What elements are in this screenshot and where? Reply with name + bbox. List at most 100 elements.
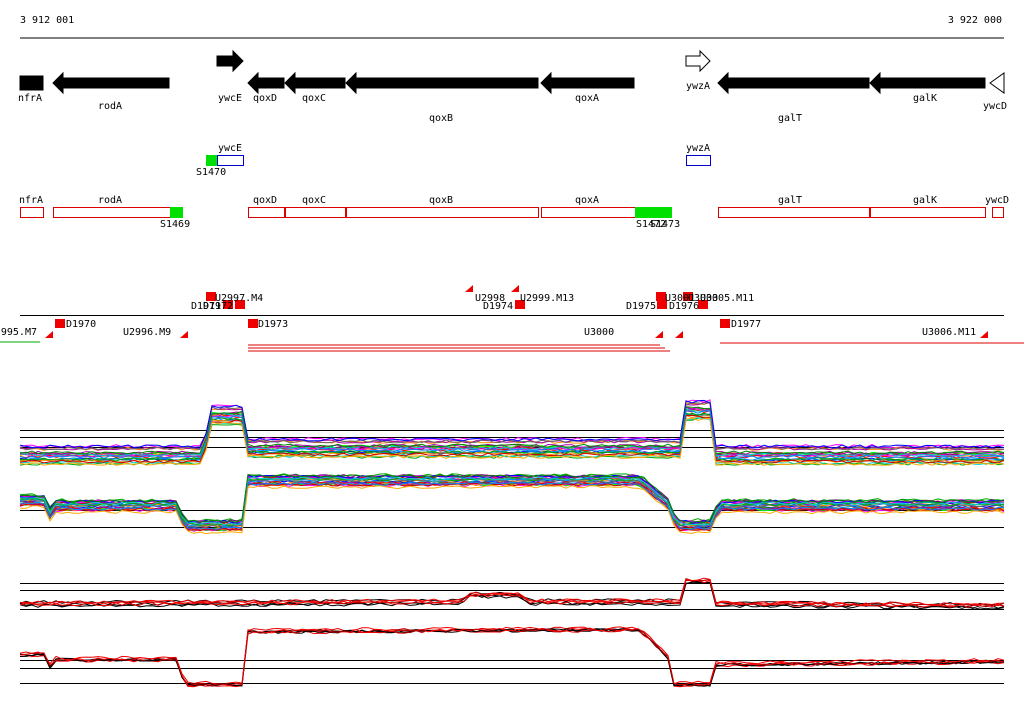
segment-flag bbox=[980, 331, 988, 338]
segment-box bbox=[223, 300, 233, 309]
segment-flag bbox=[180, 331, 188, 338]
transcript-label: nfrA bbox=[19, 195, 43, 206]
expression-traces bbox=[19, 399, 1005, 688]
segment-label: U2997.M4 bbox=[215, 293, 263, 304]
transcript-label: ywcD bbox=[985, 195, 1009, 206]
transcript-label: galK bbox=[913, 195, 937, 206]
gene-label: qoxB bbox=[429, 113, 453, 124]
site-label: S1473 bbox=[650, 219, 680, 230]
trace bbox=[19, 485, 1005, 535]
transcript-box bbox=[20, 207, 44, 218]
trace bbox=[19, 579, 1005, 608]
gene-arrow bbox=[345, 71, 539, 95]
segment-box bbox=[235, 300, 245, 309]
segment-label: U3000 bbox=[584, 327, 614, 338]
gene-label: galT bbox=[778, 113, 802, 124]
segment-label: U2995.M7 bbox=[0, 327, 37, 338]
segment-box bbox=[55, 319, 65, 328]
gene-arrow bbox=[247, 71, 285, 95]
gene-arrow bbox=[52, 71, 170, 95]
trace bbox=[19, 399, 1005, 449]
segment-flag bbox=[675, 331, 683, 338]
trace bbox=[19, 406, 1005, 455]
segment-flag bbox=[465, 285, 473, 292]
transcript-label: qoxA bbox=[575, 195, 599, 206]
trace bbox=[19, 581, 1005, 610]
segment-label: U2996.M9 bbox=[123, 327, 171, 338]
feature-box bbox=[217, 155, 244, 166]
site-label: S1470 bbox=[196, 167, 226, 178]
trace bbox=[19, 407, 1005, 457]
segment-box bbox=[515, 300, 525, 309]
segment-label: U3003 bbox=[688, 293, 718, 304]
segment-label: D1974 bbox=[483, 301, 513, 312]
segment-box bbox=[248, 319, 258, 328]
transcript-box bbox=[870, 207, 986, 218]
segment-box bbox=[683, 292, 693, 301]
gene-arrow bbox=[540, 71, 635, 95]
ruler-end: 3 922 000 bbox=[948, 15, 1002, 26]
segment-label: U3001 bbox=[665, 293, 695, 304]
gene-arrow bbox=[717, 71, 870, 95]
trace bbox=[19, 477, 1005, 527]
transcript-box bbox=[285, 207, 346, 218]
transcript-label: qoxB bbox=[429, 195, 453, 206]
segment-label: U2998 bbox=[475, 293, 505, 304]
transcript-label: galT bbox=[778, 195, 802, 206]
gene-label: galK bbox=[913, 93, 937, 104]
trace bbox=[19, 626, 1005, 685]
trace bbox=[19, 479, 1005, 529]
segment-box bbox=[720, 319, 730, 328]
transcript-box bbox=[718, 207, 870, 218]
segment-label: U3006.M11 bbox=[922, 327, 976, 338]
gene-label: rodA bbox=[98, 101, 122, 112]
feature-box bbox=[686, 155, 711, 166]
feature-label: ywcE bbox=[218, 143, 242, 154]
segment-box bbox=[656, 292, 666, 301]
gene-track: nfrA rodA ywcE qoxD qoxC qoxB qoxA ywzA galT galK… bbox=[18, 49, 1007, 124]
segment-label: D1971 bbox=[191, 301, 221, 312]
trace bbox=[19, 414, 1005, 464]
feature-label: ywzA bbox=[686, 143, 710, 154]
segment-flag bbox=[511, 285, 519, 292]
transcript-box bbox=[346, 207, 539, 218]
segment-flag bbox=[45, 331, 53, 338]
site-label: S1472 bbox=[636, 219, 666, 230]
transcript-label: qoxD bbox=[253, 195, 277, 206]
site-box bbox=[635, 207, 672, 218]
gene-label: ywcE bbox=[218, 93, 242, 104]
transcript-label: qoxC bbox=[302, 195, 326, 206]
segment-label: U3005.M11 bbox=[700, 293, 754, 304]
segment-box bbox=[206, 292, 216, 301]
segment-box bbox=[657, 300, 667, 309]
site-label: S1469 bbox=[160, 219, 190, 230]
trace bbox=[19, 399, 1005, 449]
trace bbox=[19, 481, 1005, 530]
gene-label: ywcD bbox=[983, 101, 1007, 112]
transcript-label: rodA bbox=[98, 195, 122, 206]
trace bbox=[19, 474, 1005, 524]
trace bbox=[19, 627, 1005, 687]
segment-label: D1972 bbox=[203, 301, 233, 312]
gene-label: qoxD bbox=[253, 93, 277, 104]
feature-track: ywcE ywzA S1470 bbox=[196, 143, 711, 178]
gene-label: qoxC bbox=[302, 93, 326, 104]
segment-label: D1977 bbox=[731, 319, 761, 330]
segment-label: D1975 bbox=[626, 301, 656, 312]
trace bbox=[19, 417, 1005, 466]
feature-box bbox=[206, 155, 217, 166]
segment-label: D1973 bbox=[258, 319, 288, 330]
gene-arrow bbox=[869, 71, 986, 95]
gene-arrow bbox=[216, 49, 244, 73]
segment-label: U2999.M13 bbox=[520, 293, 574, 304]
segment-label: D1976 bbox=[669, 301, 699, 312]
transcript-track: nfrA rodA qoxD qoxC qoxB qoxA galT galK ywcD S146… bbox=[19, 195, 1009, 230]
ruler-start: 3 912 001 bbox=[20, 15, 74, 26]
segment-flag bbox=[655, 331, 663, 338]
trace bbox=[19, 410, 1005, 460]
site-box bbox=[170, 207, 183, 218]
transcript-box bbox=[992, 207, 1004, 218]
gene-arrow bbox=[685, 49, 711, 73]
